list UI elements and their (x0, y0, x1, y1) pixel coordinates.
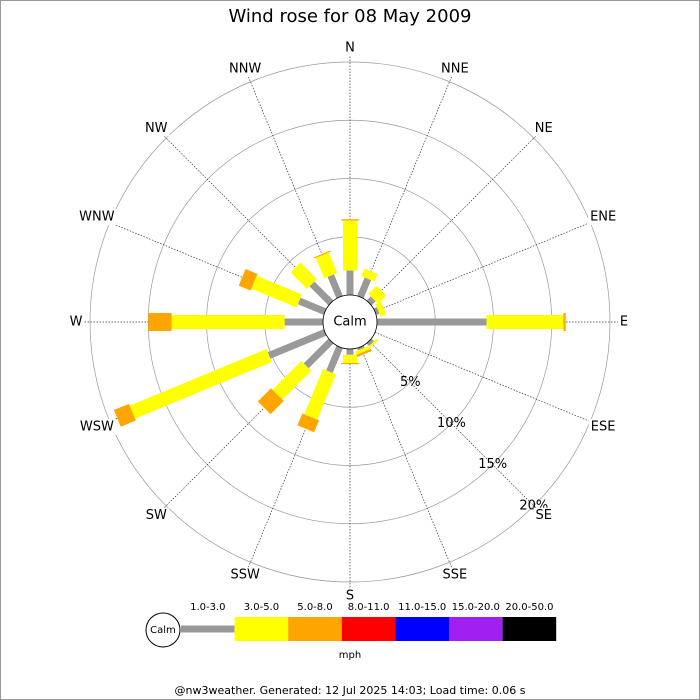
label-bg (343, 588, 357, 604)
spoke (374, 217, 602, 312)
label-bg (533, 507, 554, 524)
legend-swatch (341, 617, 396, 641)
bar-segment (315, 252, 338, 279)
bar-segment (297, 413, 320, 433)
direction-label: WNW (79, 210, 115, 225)
label-bg (439, 60, 471, 77)
direction-label: ENE (590, 210, 616, 225)
legend-label: 15.0-20.0 (452, 602, 500, 613)
spoke (374, 332, 602, 427)
label-bg (617, 314, 631, 330)
direction-label: NNW (229, 61, 261, 76)
bar-segment (354, 346, 370, 356)
legend-label: 20.0-50.0 (505, 602, 553, 613)
bar-segment (304, 369, 336, 420)
bar-segment (327, 274, 343, 299)
spoke (157, 129, 332, 304)
spoke (360, 70, 455, 298)
label-bg (588, 209, 619, 226)
direction-label: S (346, 589, 354, 604)
bar-segment (326, 345, 343, 374)
spoke (245, 70, 340, 298)
bar-segment (366, 296, 376, 306)
spoke (368, 129, 543, 304)
legend-calm-circle (145, 612, 181, 648)
label-bg (588, 418, 618, 435)
label-bg (77, 418, 116, 435)
direction-label: NE (535, 121, 553, 136)
chart-title: Wind rose for 08 May 2009 (229, 6, 472, 27)
label-bg (143, 507, 169, 524)
legend-swatch (288, 617, 342, 641)
calm-label: Calm (333, 315, 366, 330)
legend-swatch (502, 617, 557, 641)
bar-segment (375, 301, 387, 317)
bar-segment (366, 338, 379, 351)
legend-label: 5.0-8.0 (297, 602, 332, 613)
bar-segment (267, 329, 327, 359)
bar-segment (303, 338, 334, 369)
footer: @nw3weather. Generated: 12 Jul 2025 14:0… (175, 684, 526, 697)
bar-segment (373, 307, 380, 315)
label-bg (343, 40, 357, 56)
spoke (368, 340, 543, 515)
label-bg (67, 314, 85, 330)
direction-label: SE (536, 508, 552, 523)
direction-label: E (620, 315, 628, 330)
bar-segment (368, 285, 387, 304)
direction-label: N (345, 41, 355, 56)
spoke (157, 340, 332, 515)
bar-segment (113, 403, 136, 427)
spoke (245, 346, 340, 574)
label-bg (77, 209, 117, 226)
bar-segment (251, 275, 302, 308)
ring-label: 10% (437, 416, 466, 431)
direction-label: SSE (442, 568, 467, 583)
bar-segment (354, 348, 372, 358)
bar-segment (297, 297, 327, 315)
direction-label: SSW (230, 568, 260, 583)
legend-swatch (181, 625, 235, 633)
bar-segment (290, 262, 317, 289)
bar-segment (357, 277, 372, 299)
bar-segment (366, 338, 375, 347)
legend-swatch (234, 617, 289, 641)
spoke (360, 346, 455, 574)
legend-label: 8.0-11.0 (348, 602, 390, 613)
legend-label: 1.0-3.0 (190, 602, 225, 613)
bar-segment (309, 281, 334, 306)
legend-label: 11.0-15.0 (398, 602, 446, 613)
direction-label: SW (146, 508, 167, 523)
label-bg (228, 567, 262, 584)
calm-circle (322, 294, 378, 350)
legend-swatch (395, 617, 449, 641)
legend-label: 3.0-5.0 (244, 602, 279, 613)
bar-segment (238, 269, 258, 291)
direction-label: WSW (80, 419, 114, 434)
label-bg (142, 120, 170, 137)
label-bg (532, 120, 555, 137)
grid-ring (89, 61, 611, 583)
legend-unit: mph (339, 650, 361, 661)
ring-label: 15% (478, 457, 507, 472)
legend-swatch (449, 617, 503, 641)
spoke (98, 217, 326, 312)
direction-label: NW (145, 121, 168, 136)
bar-segment (272, 360, 312, 400)
label-bg (440, 567, 470, 584)
ring-label: 5% (400, 375, 421, 390)
direction-label: NNE (441, 61, 469, 76)
bar-segment (129, 349, 272, 419)
direction-label: W (70, 315, 83, 330)
bar-segment (257, 388, 284, 415)
legend-calm-label: Calm (150, 625, 176, 636)
direction-label: ESE (591, 419, 616, 434)
bar-segment (361, 268, 378, 282)
label-bg (226, 60, 264, 77)
